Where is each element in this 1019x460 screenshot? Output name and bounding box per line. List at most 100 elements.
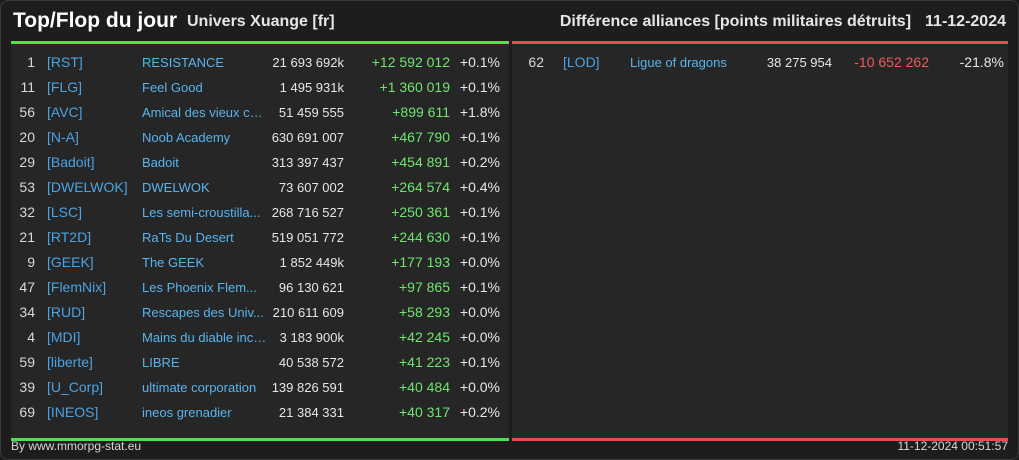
alliance-diff: +250 361 — [391, 204, 450, 220]
alliance-diff: +42 245 — [399, 329, 450, 345]
alliance-percent: +0.0% — [459, 304, 500, 320]
alliance-name-link[interactable]: Les semi-croustilla... — [142, 205, 261, 220]
alliance-name-link[interactable]: Rescapes des Univ... — [142, 305, 264, 320]
alliance-name-link[interactable]: ultimate corporation — [142, 380, 257, 395]
alliance-name-link[interactable]: Noob Academy — [142, 130, 231, 145]
alliance-points: 3 183 900k — [279, 330, 344, 345]
alliance-rank: 32 — [19, 204, 35, 220]
alliance-name-link[interactable]: Amical des vieux co... — [142, 105, 267, 120]
top-row: 69 [INEOS] ineos grenadier 21 384 331 +40 31… — [11, 400, 509, 425]
alliance-percent: +0.1% — [459, 79, 500, 95]
alliance-diff: +97 865 — [399, 279, 450, 295]
alliance-percent: +0.1% — [459, 354, 500, 370]
alliance-rank: 4 — [27, 329, 35, 345]
alliance-name-link[interactable]: ineos grenadier — [142, 405, 232, 420]
alliance-name-link[interactable]: The GEEK — [142, 255, 205, 270]
alliance-rank: 11 — [20, 79, 35, 95]
page-title: Top/Flop du jour — [13, 9, 178, 32]
alliance-points: 519 051 772 — [271, 230, 344, 245]
top-row: 21 [RT2D] RaTs Du Desert 519 051 772 +244 63… — [11, 225, 509, 250]
alliance-percent: +0.2% — [459, 404, 500, 420]
alliance-diff: +264 574 — [391, 179, 450, 195]
alliance-diff: +454 891 — [391, 154, 450, 170]
flop-row: 62 [LOD] Ligue of dragons 38 275 954 -10 652… — [512, 50, 1008, 75]
top-row: 32 [LSC] Les semi-croustilla... 268 716 527… — [11, 200, 509, 225]
alliance-tag-link[interactable]: [FlemNix] — [47, 279, 107, 295]
alliance-points: 313 397 437 — [271, 155, 344, 170]
alliance-tag-link[interactable]: [U_Corp] — [47, 379, 104, 395]
alliance-tag-link[interactable]: [FLG] — [47, 79, 83, 95]
alliance-tag-link[interactable]: [DWELWOK] — [47, 179, 128, 195]
alliance-percent: +0.1% — [459, 129, 500, 145]
alliance-tag-link[interactable]: [RST] — [47, 54, 83, 70]
alliance-percent: +0.0% — [459, 329, 500, 345]
alliance-rank: 20 — [19, 129, 35, 145]
alliance-tag-link[interactable]: [liberte] — [47, 354, 93, 370]
alliance-diff: +244 630 — [391, 229, 450, 245]
alliance-diff: +12 592 012 — [371, 54, 450, 70]
top-row: 53 [DWELWOK] DWELWOK 73 607 002 +264 574 +0.4… — [11, 175, 509, 200]
alliance-rank: 69 — [19, 404, 35, 420]
alliance-name-link[interactable]: Ligue of dragons — [630, 55, 727, 70]
alliance-points: 40 538 572 — [278, 355, 344, 370]
alliance-diff: +40 317 — [399, 404, 450, 420]
alliance-diff: +899 611 — [392, 104, 450, 120]
alliance-name-link[interactable]: Badoit — [142, 155, 179, 170]
alliance-name-link[interactable]: LIBRE — [142, 355, 180, 370]
alliance-tag-link[interactable]: [RUD] — [47, 304, 86, 320]
footer-timestamp: 11-12-2024 00:51:57 — [897, 439, 1008, 453]
alliance-percent: +0.0% — [459, 379, 500, 395]
alliance-tag-link[interactable]: [Badoit] — [47, 154, 95, 170]
alliance-diff: +467 790 — [391, 129, 450, 145]
universe-subtitle: Univers Xuange [fr] — [187, 13, 335, 30]
alliance-rank: 59 — [19, 354, 35, 370]
alliance-rank: 62 — [528, 54, 544, 70]
top-row: 56 [AVC] Amical des vieux co... 51 459 555 +… — [11, 100, 509, 125]
alliance-tag-link[interactable]: [LSC] — [47, 204, 83, 220]
top-row: 34 [RUD] Rescapes des Univ... 210 611 609 +5… — [11, 300, 509, 325]
alliance-points: 73 607 002 — [278, 180, 344, 195]
top-row: 59 [liberte] LIBRE 40 538 572 +41 223 +0.1% — [11, 350, 509, 375]
top-row: 47 [FlemNix] Les Phoenix Flem... 96 130 621… — [11, 275, 509, 300]
top-row: 9 [GEEK] The GEEK 1 852 449k +177 193 +0.0% — [11, 250, 509, 275]
alliance-points: 21 384 331 — [278, 405, 344, 420]
alliance-diff: +177 193 — [391, 254, 450, 270]
alliance-name-link[interactable]: Mains du diable inco... — [142, 330, 267, 345]
alliance-name-link[interactable]: RESISTANCE — [142, 55, 225, 70]
top-row: 1 [RST] RESISTANCE 21 693 692k +12 592 012 +0… — [11, 50, 509, 75]
alliance-name-link[interactable]: RaTs Du Desert — [142, 230, 234, 245]
alliance-tag-link[interactable]: [AVC] — [47, 104, 83, 120]
alliance-percent: +1.8% — [459, 104, 500, 120]
alliance-diff: +41 223 — [399, 354, 450, 370]
alliance-name-link[interactable]: Les Phoenix Flem... — [142, 280, 257, 295]
alliance-points: 268 716 527 — [271, 205, 344, 220]
alliance-rank: 56 — [19, 104, 35, 120]
alliance-percent: +0.1% — [459, 229, 500, 245]
source-credit[interactable]: By www.mmorpg-stat.eu — [11, 439, 142, 453]
alliance-percent: +0.1% — [459, 204, 500, 220]
alliance-name-link[interactable]: Feel Good — [142, 80, 203, 95]
alliance-tag-link[interactable]: [RT2D] — [47, 229, 92, 245]
alliance-tag-link[interactable]: [N-A] — [47, 129, 79, 145]
alliance-points: 1 852 449k — [279, 255, 344, 270]
alliance-tag-link[interactable]: [LOD] — [563, 54, 600, 70]
top-row: 4 [MDI] Mains du diable inco... 3 183 900k +… — [11, 325, 509, 350]
alliance-points: 21 693 692k — [272, 55, 344, 70]
flop-panel: 62 [LOD] Ligue of dragons 38 275 954 -10 652… — [512, 41, 1008, 441]
alliance-tag-link[interactable]: [MDI] — [47, 329, 81, 345]
top-row: 11 [FLG] Feel Good 1 495 931k +1 360 019 +0.1… — [11, 75, 509, 100]
alliance-rank: 1 — [27, 54, 35, 70]
alliance-rank: 34 — [19, 304, 35, 320]
alliance-points: 96 130 621 — [278, 280, 344, 295]
header-date: 11-12-2024 — [925, 13, 1006, 30]
alliance-tag-link[interactable]: [INEOS] — [47, 404, 99, 420]
alliance-diff: +40 484 — [399, 379, 450, 395]
top-panel: 1 [RST] RESISTANCE 21 693 692k +12 592 012 +0… — [11, 41, 509, 441]
alliance-name-link[interactable]: DWELWOK — [142, 180, 210, 195]
alliance-tag-link[interactable]: [GEEK] — [47, 254, 94, 270]
alliance-percent: +0.1% — [459, 279, 500, 295]
alliance-percent: -21.8% — [959, 54, 1004, 70]
alliance-points: 139 826 591 — [271, 380, 344, 395]
alliance-rank: 47 — [19, 279, 35, 295]
